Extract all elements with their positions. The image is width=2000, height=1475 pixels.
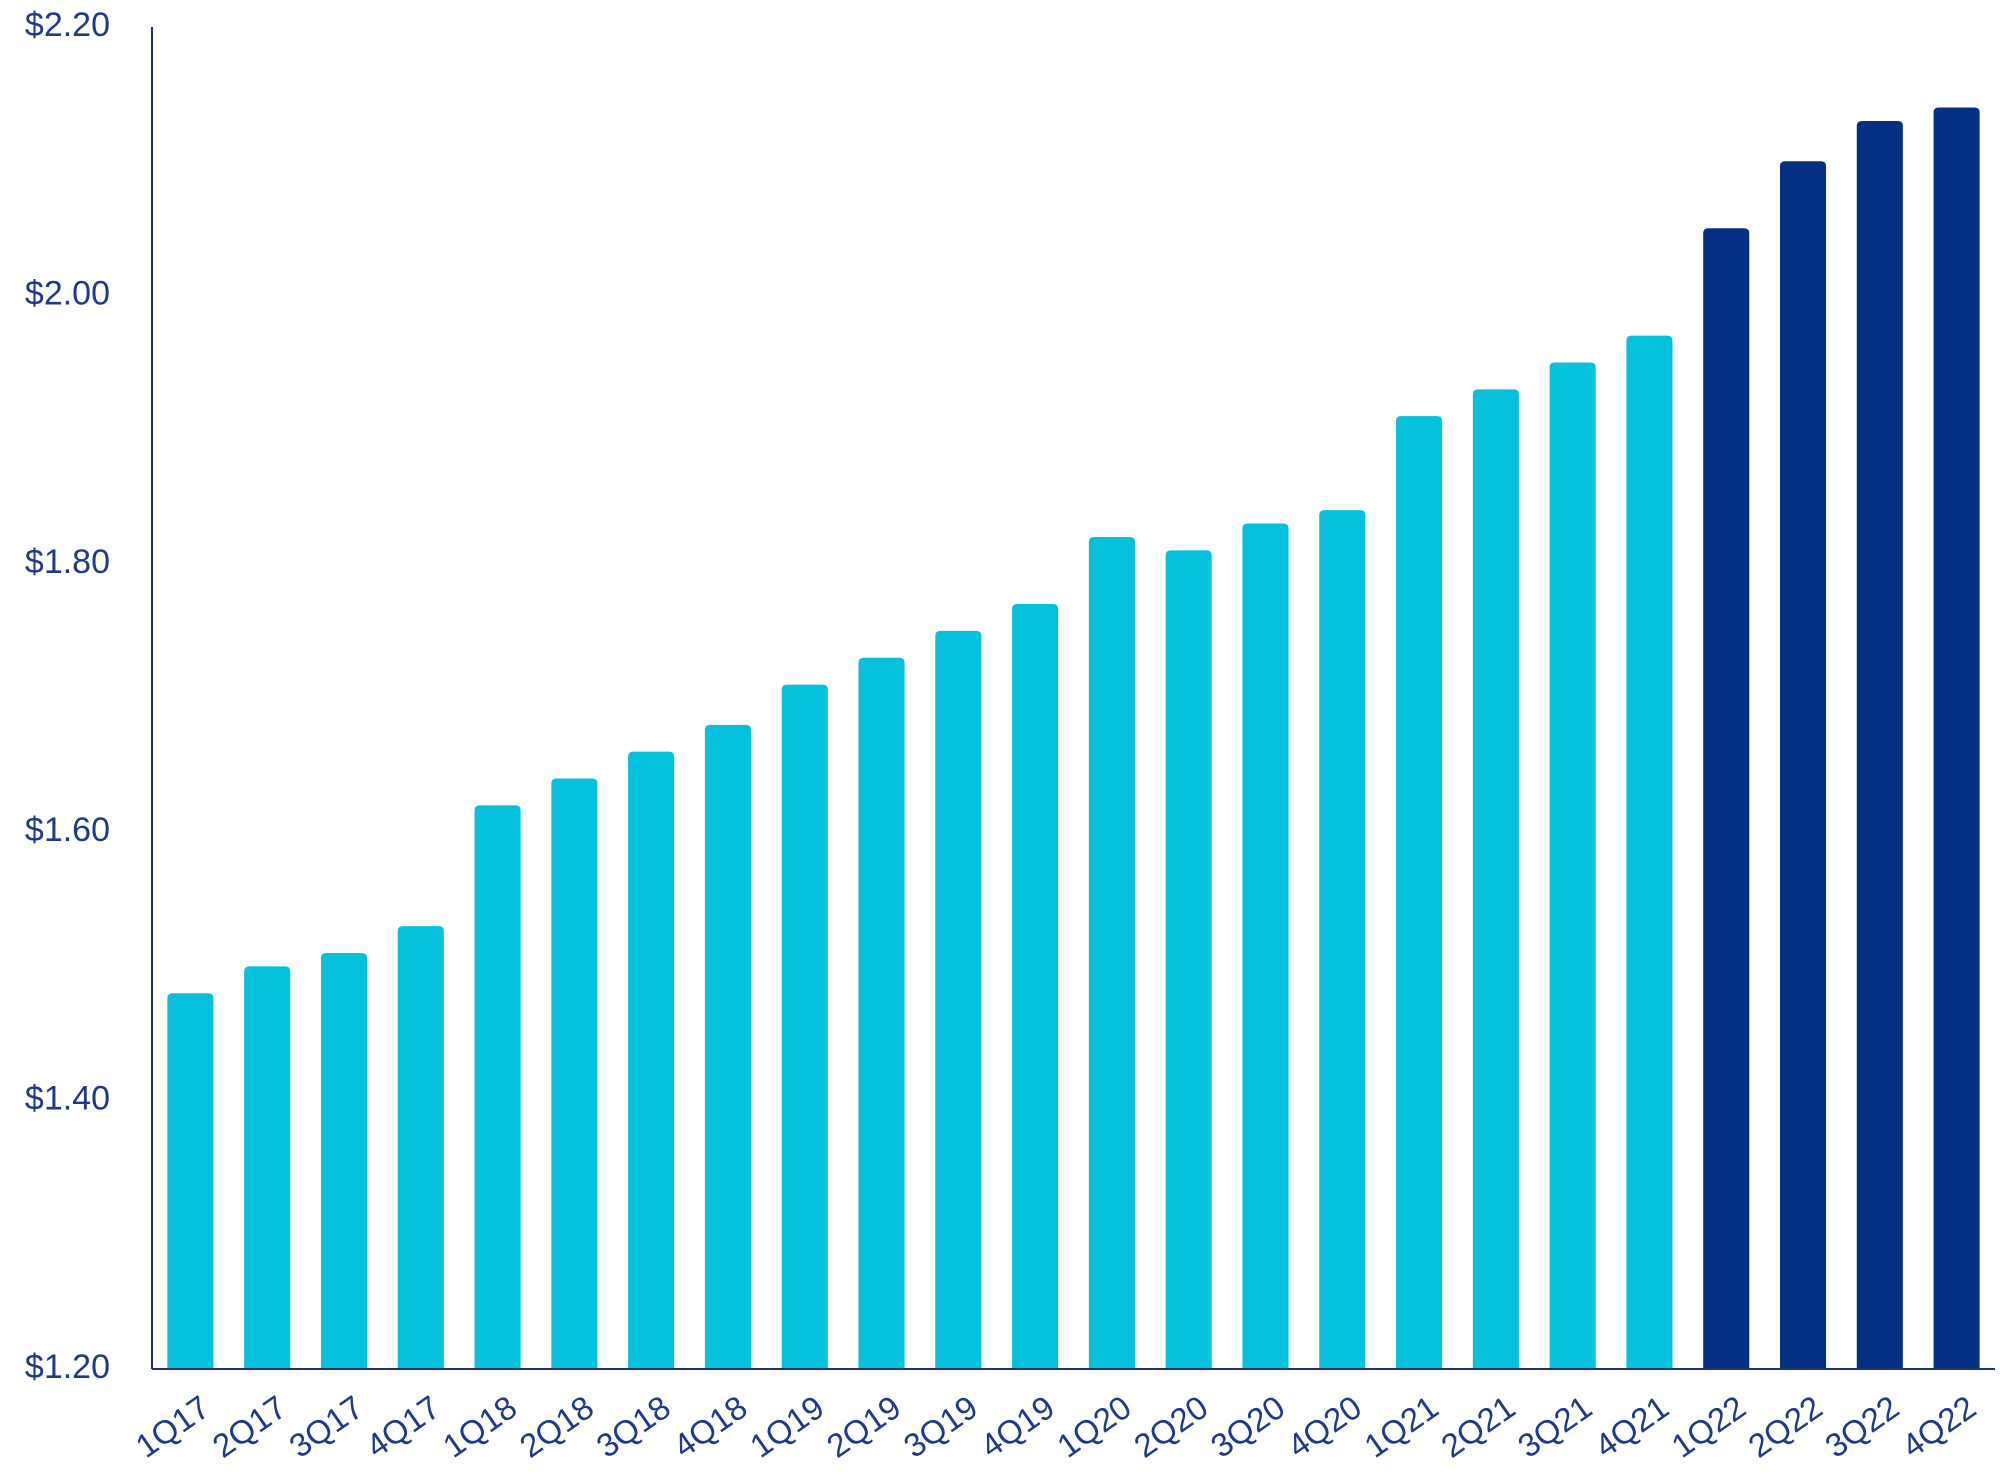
bar-4Q18 [704,724,751,1369]
bar-3Q18 [628,751,675,1369]
x-tick-label-4Q19: 4Q19 [974,1388,1061,1465]
x-tick-label-2Q17: 2Q17 [206,1388,293,1465]
bar-4Q21 [1626,335,1673,1369]
bar-2Q21 [1472,389,1519,1370]
x-tick-label-3Q20: 3Q20 [1204,1388,1291,1465]
bar-3Q21 [1549,362,1596,1369]
bar-3Q22 [1856,120,1903,1370]
x-tick-label-4Q18: 4Q18 [666,1388,753,1465]
bar-1Q18 [474,805,521,1369]
y-tick-label: $1.80 [25,543,110,581]
bar-2Q20 [1165,550,1212,1369]
x-tick-label-2Q21: 2Q21 [1434,1388,1521,1465]
x-tick-labels: 1Q172Q173Q174Q171Q182Q183Q184Q181Q192Q19… [129,1388,1983,1465]
bar-1Q17 [167,993,214,1369]
bar-2Q18 [551,778,598,1369]
bar-2Q22 [1779,161,1827,1370]
bar-1Q19 [781,684,828,1369]
bar-4Q20 [1319,510,1366,1369]
x-tick-label-3Q18: 3Q18 [590,1388,677,1465]
x-tick-label-2Q20: 2Q20 [1127,1388,1214,1465]
x-tick-label-2Q18: 2Q18 [513,1388,600,1465]
bar-1Q20 [1088,536,1135,1369]
bar-3Q20 [1242,523,1289,1369]
axes-group [151,27,1995,1370]
x-tick-label-3Q19: 3Q19 [897,1388,984,1465]
x-tick-label-3Q17: 3Q17 [282,1388,369,1465]
x-tick-label-1Q19: 1Q19 [743,1388,830,1465]
x-tick-label-2Q22: 2Q22 [1741,1388,1828,1465]
bar-2Q19 [858,657,905,1369]
x-tick-label-4Q21: 4Q21 [1588,1388,1675,1465]
x-tick-label-4Q20: 4Q20 [1281,1388,1368,1465]
y-tick-label: $1.40 [25,1080,110,1118]
x-tick-label-3Q21: 3Q21 [1511,1388,1598,1465]
x-tick-label-3Q22: 3Q22 [1818,1388,1905,1465]
y-tick-label: $1.60 [25,811,110,849]
x-tick-label-1Q20: 1Q20 [1050,1388,1137,1465]
x-tick-label-2Q19: 2Q19 [820,1388,907,1465]
y-tick-label: $1.20 [25,1348,110,1386]
bar-1Q21 [1396,416,1443,1369]
x-tick-label-1Q21: 1Q21 [1357,1388,1444,1465]
bar-4Q19 [1012,604,1059,1369]
bars-group [167,107,1980,1370]
y-tick-label: $2.20 [25,6,110,44]
y-tick-labels: $1.20 $1.40 $1.60 $1.80 $2.00 $2.20 [25,6,110,1386]
bar-1Q22 [1703,228,1750,1369]
bar-3Q19 [935,630,982,1369]
bar-4Q17 [397,926,444,1369]
x-tick-label-1Q18: 1Q18 [436,1388,523,1465]
bar-3Q17 [320,952,368,1369]
x-tick-label-4Q22: 4Q22 [1895,1388,1982,1465]
x-tick-label-1Q17: 1Q17 [129,1388,216,1465]
x-tick-label-4Q17: 4Q17 [359,1388,446,1465]
y-tick-label: $2.00 [25,274,110,312]
bar-4Q22 [1933,107,1980,1369]
bar-2Q17 [244,966,291,1369]
x-tick-label-1Q22: 1Q22 [1665,1388,1752,1465]
